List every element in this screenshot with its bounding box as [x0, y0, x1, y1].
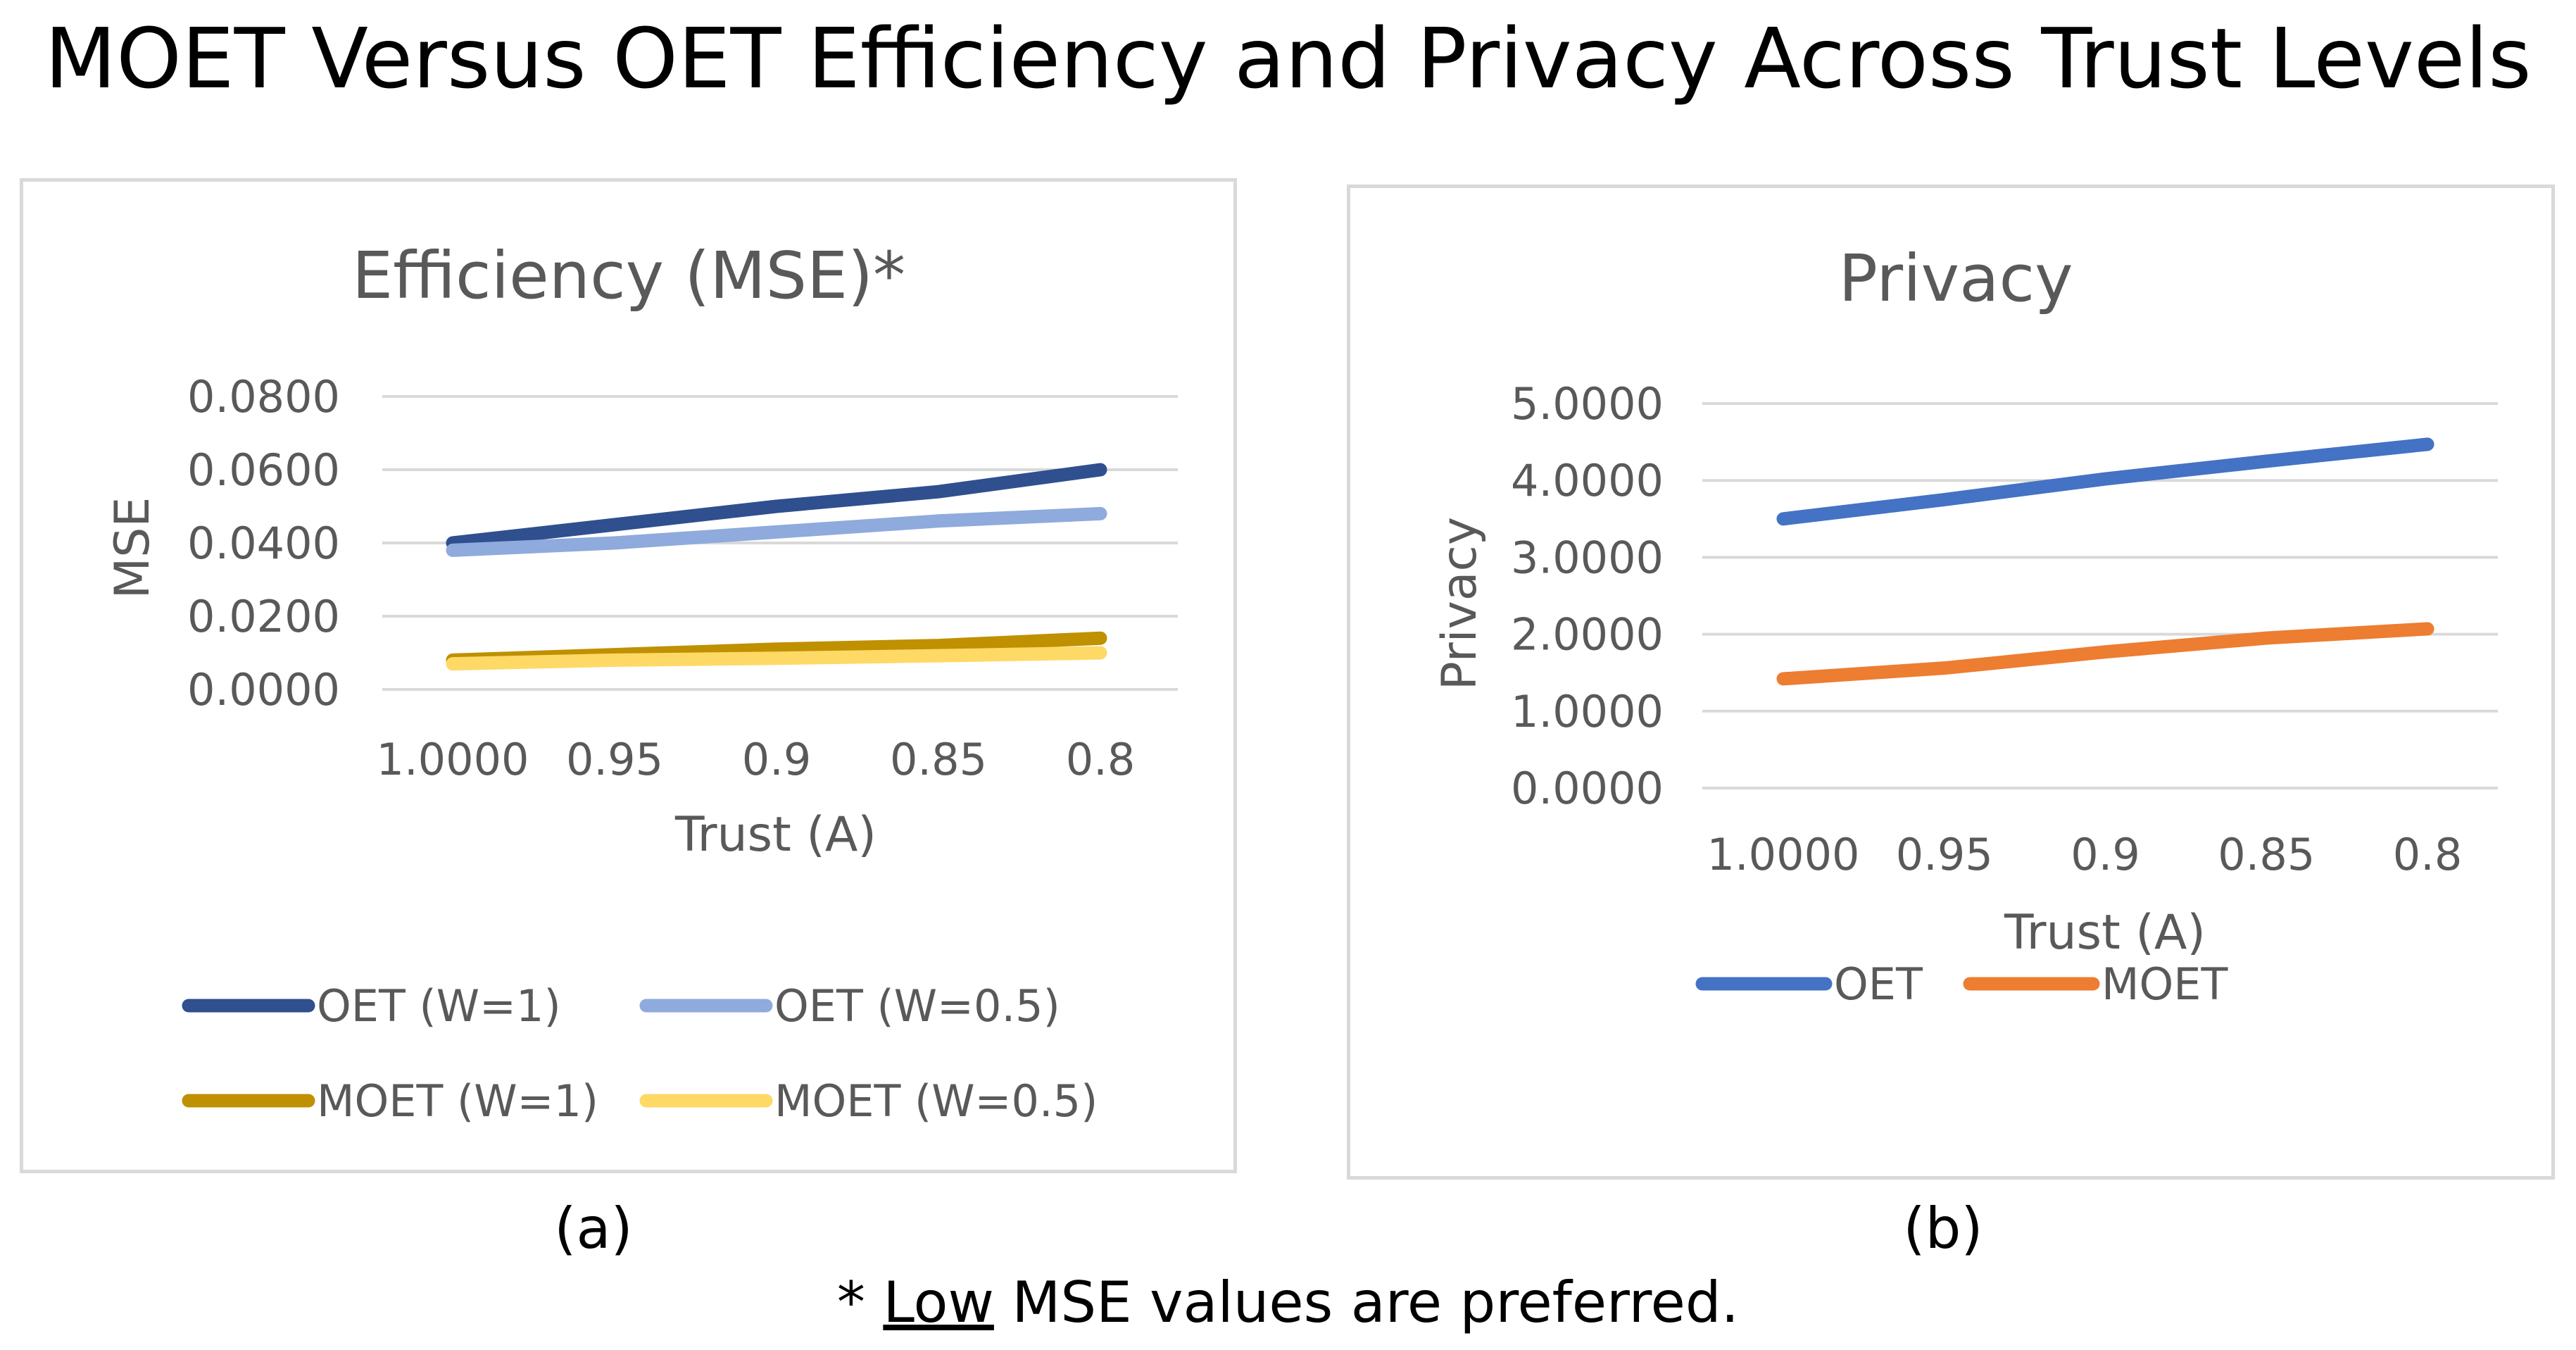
x-tick-label: 0.85: [2218, 829, 2315, 880]
series-line-oet-w-0-5: [446, 506, 1107, 557]
x-tick-label: 0.8: [2393, 829, 2463, 880]
y-tick-label: 0.0400: [187, 518, 340, 569]
legend-label: OET: [1834, 958, 1923, 1010]
y-tick-label: 1.0000: [1511, 686, 1664, 737]
x-tick-label: 0.9: [742, 734, 812, 785]
privacy-x-axis-label: Trust (A): [2004, 905, 2206, 961]
footnote-prefix: *: [836, 1270, 884, 1335]
y-tick-label: 0.0000: [1511, 763, 1664, 814]
y-tick-label: 2.0000: [1511, 609, 1664, 661]
y-tick-label: 0.0800: [187, 371, 340, 423]
footnote: * Low MSE values are preferred.: [0, 1268, 2576, 1338]
y-tick-label: 0.0600: [187, 444, 340, 496]
x-tick-label: 0.95: [566, 734, 663, 785]
figure-title: MOET Versus OET Efficiency and Privacy A…: [44, 10, 2532, 107]
privacy-chart: 0.0000 1.0000 2.0000 3.0000 4.0000 5.0000 1.0…: [1432, 241, 2498, 1010]
y-tick-label: 5.0000: [1511, 378, 1664, 430]
legend-label: MOET: [2101, 958, 2228, 1010]
legend-label: MOET (W=1): [317, 1075, 598, 1127]
efficiency-chart-title: Efficiency (MSE)*: [352, 238, 905, 313]
x-tick-label: 0.95: [1896, 829, 1993, 880]
x-tick-label: 0.85: [890, 734, 987, 785]
x-tick-label: 0.9: [2071, 829, 2140, 880]
privacy-y-axis-label: Privacy: [1432, 517, 1488, 690]
y-tick-label: 0.0200: [187, 591, 340, 642]
efficiency-chart-panel: 0.0000 0.0200 0.0400 0.0600 0.0800 1.0000 0.9…: [20, 178, 1237, 1173]
series-line-oet: [1776, 437, 2434, 526]
efficiency-x-axis-label: Trust (A): [674, 807, 877, 863]
x-tick-label: 1.0000: [1707, 829, 1860, 880]
series-line-moet: [1776, 622, 2434, 686]
footnote-suffix: MSE values are preferred.: [993, 1270, 1740, 1335]
y-tick-label: 3.0000: [1511, 532, 1664, 583]
privacy-chart-panel: 0.0000 1.0000 2.0000 3.0000 4.0000 5.0000 1.0…: [1347, 185, 2555, 1180]
privacy-chart-title: Privacy: [1838, 241, 2073, 316]
legend-label: OET (W=0.5): [774, 980, 1060, 1032]
x-tick-label: 1.0000: [377, 734, 529, 785]
y-tick-label: 0.0000: [187, 664, 340, 715]
x-tick-label: 0.8: [1066, 734, 1136, 785]
efficiency-y-axis-label: MSE: [105, 497, 161, 599]
caption-a: (a): [554, 1196, 633, 1261]
series-line-moet-w-0-5: [446, 646, 1107, 671]
series-line-oet-w-1: [446, 463, 1107, 550]
caption-b: (b): [1903, 1196, 1983, 1261]
footnote-emphasis: Low: [883, 1270, 994, 1335]
legend-label: MOET (W=0.5): [774, 1075, 1098, 1127]
legend-label: OET (W=1): [317, 980, 561, 1032]
efficiency-chart: 0.0000 0.0200 0.0400 0.0600 0.0800 1.0000 0.9…: [105, 238, 1178, 1127]
y-tick-label: 4.0000: [1511, 455, 1664, 506]
